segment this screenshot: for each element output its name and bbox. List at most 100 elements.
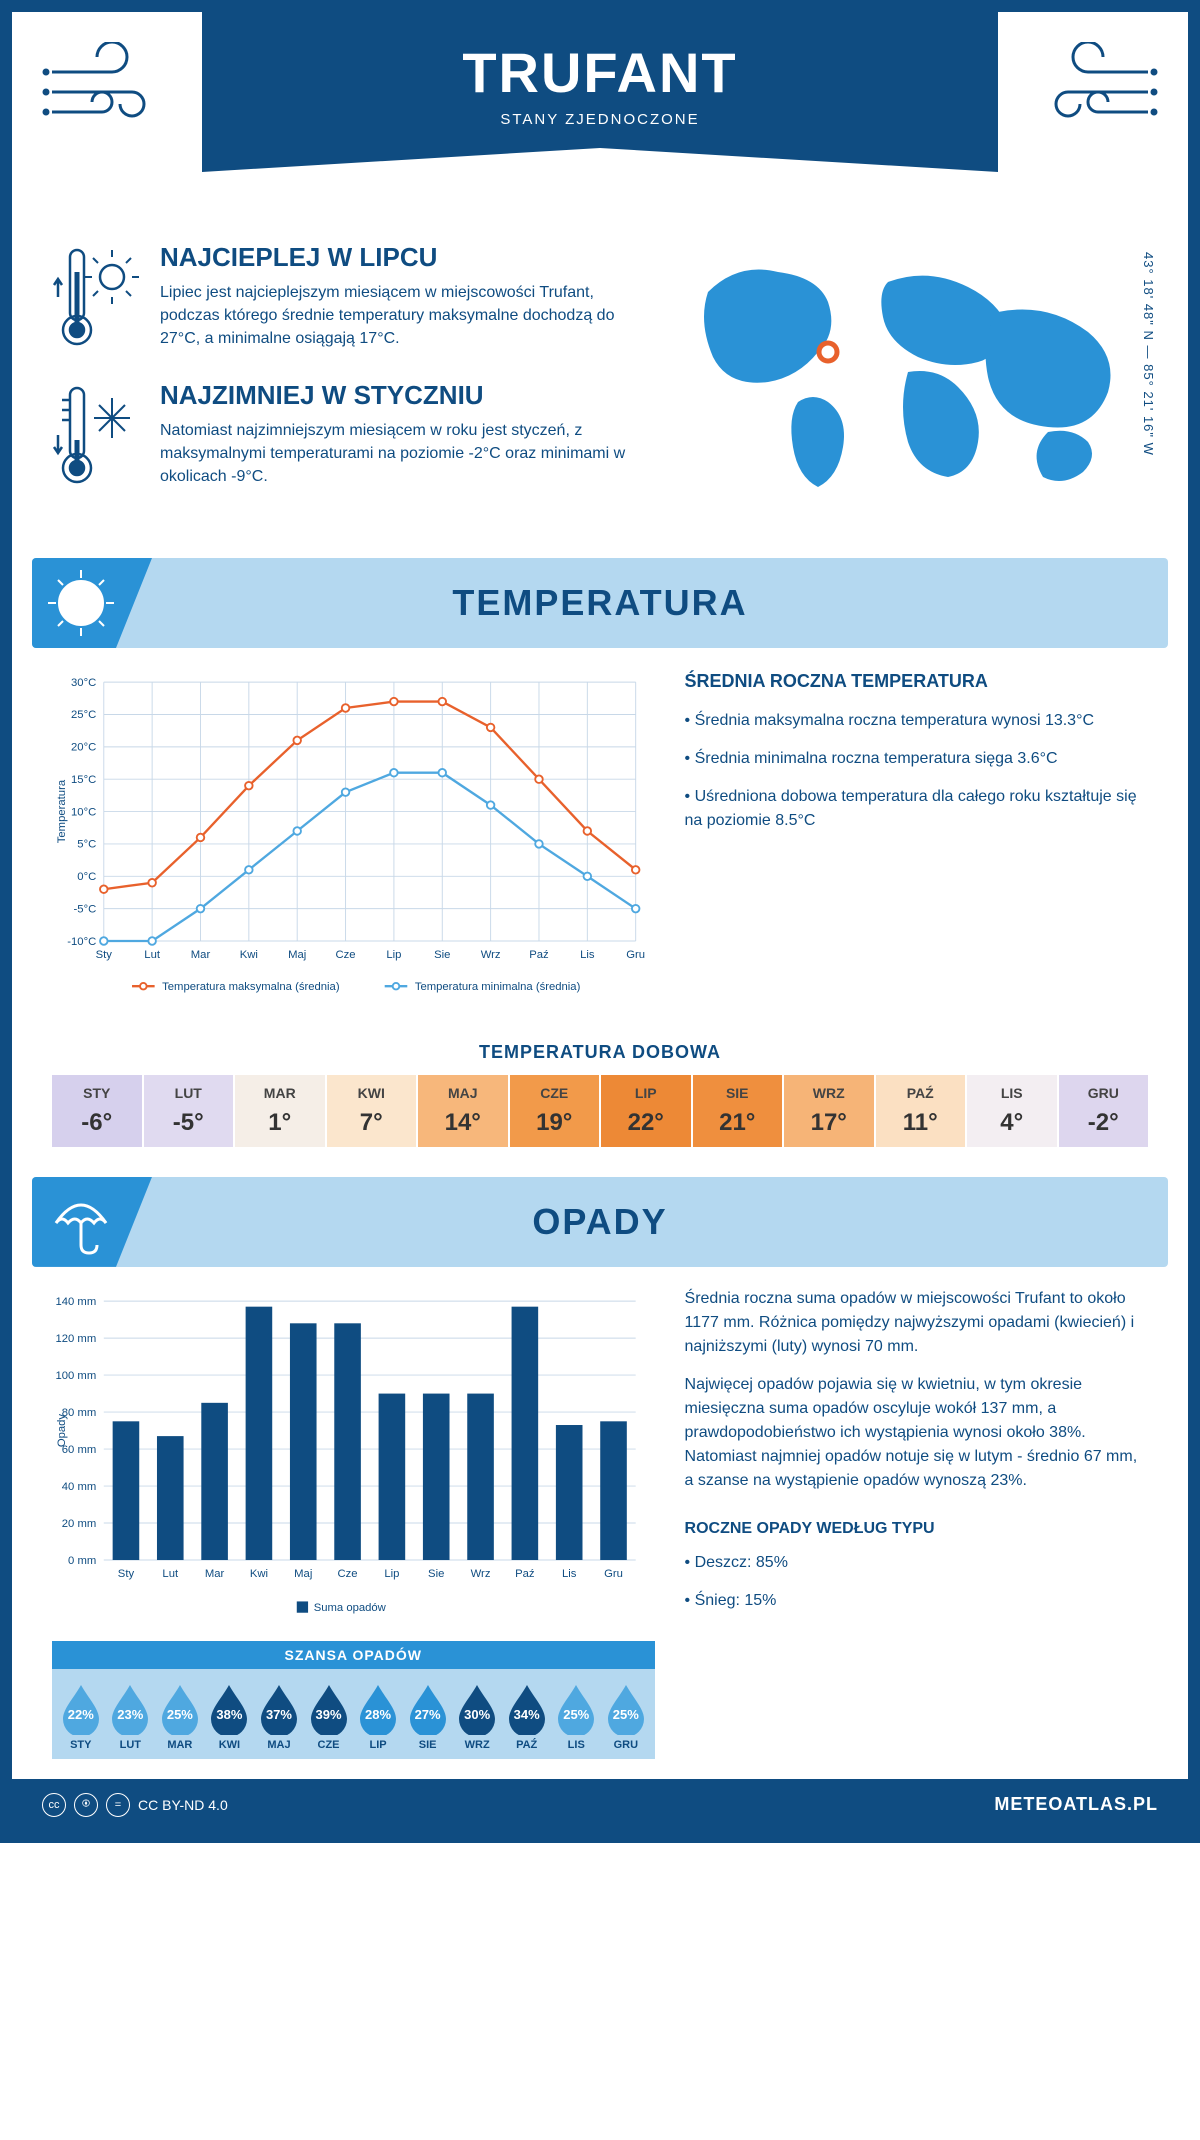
hot-text: Lipiec jest najcieplejszym miesiącem w m… bbox=[160, 281, 638, 351]
precip-type-title: ROCZNE OPADY WEDŁUG TYPU bbox=[685, 1517, 1148, 1541]
title-banner: TRUFANT STANY ZJEDNOCZONE bbox=[202, 12, 998, 172]
chance-month: MAR bbox=[155, 1739, 205, 1751]
daily-value: 1° bbox=[235, 1109, 325, 1137]
drop-icon: 28% bbox=[356, 1681, 400, 1735]
daily-month: LUT bbox=[144, 1085, 234, 1101]
svg-text:Opady: Opady bbox=[56, 1413, 68, 1447]
svg-text:40 mm: 40 mm bbox=[62, 1481, 96, 1493]
hot-block: NAJCIEPLEJ W LIPCU Lipiec jest najcieple… bbox=[52, 242, 638, 352]
daily-month: SIE bbox=[693, 1085, 783, 1101]
svg-text:20°C: 20°C bbox=[71, 742, 96, 754]
daily-cell: STY -6° bbox=[52, 1075, 144, 1147]
coordinates-label: 43° 18' 48" N — 85° 21' 16" W bbox=[1141, 252, 1156, 456]
thermometer-hot-icon bbox=[52, 242, 142, 352]
daily-cell: MAR 1° bbox=[235, 1075, 327, 1147]
chance-cell: 25% GRU bbox=[601, 1681, 651, 1751]
type-bullet: • Śnieg: 15% bbox=[685, 1589, 1148, 1613]
svg-text:Lip: Lip bbox=[386, 949, 401, 961]
chance-cell: 25% LIS bbox=[551, 1681, 601, 1751]
daily-value: 22° bbox=[601, 1109, 691, 1137]
drop-icon: 37% bbox=[257, 1681, 301, 1735]
svg-text:140 mm: 140 mm bbox=[55, 1296, 96, 1308]
chance-month: STY bbox=[56, 1739, 106, 1751]
svg-text:Paź: Paź bbox=[529, 949, 549, 961]
avg-bullet: • Uśredniona dobowa temperatura dla całe… bbox=[685, 785, 1148, 833]
temperature-header: TEMPERATURA bbox=[32, 558, 1168, 648]
precip-chart-area: 0 mm20 mm40 mm60 mm80 mm100 mm120 mm140 … bbox=[52, 1287, 655, 1759]
daily-value: 14° bbox=[418, 1109, 508, 1137]
svg-text:Kwi: Kwi bbox=[240, 949, 258, 961]
chance-cell: 30% WRZ bbox=[452, 1681, 502, 1751]
chance-cell: 28% LIP bbox=[353, 1681, 403, 1751]
daily-month: MAJ bbox=[418, 1085, 508, 1101]
chance-percent: 37% bbox=[257, 1707, 301, 1722]
svg-text:Lip: Lip bbox=[384, 1568, 399, 1580]
chance-percent: 39% bbox=[307, 1707, 351, 1722]
precip-paragraph-2: Najwięcej opadów pojawia się w kwietniu,… bbox=[685, 1373, 1148, 1493]
daily-cell: PAŹ 11° bbox=[876, 1075, 968, 1147]
avg-bullet: • Średnia maksymalna roczna temperatura … bbox=[685, 709, 1148, 733]
map-area: 43° 18' 48" N — 85° 21' 16" W bbox=[668, 242, 1148, 518]
precip-body: 0 mm20 mm40 mm60 mm80 mm100 mm120 mm140 … bbox=[12, 1287, 1188, 1779]
svg-text:30°C: 30°C bbox=[71, 677, 96, 689]
daily-cell: KWI 7° bbox=[327, 1075, 419, 1147]
precip-title: OPADY bbox=[532, 1201, 667, 1243]
svg-text:Temperatura: Temperatura bbox=[56, 779, 68, 843]
chance-cell: 27% SIE bbox=[403, 1681, 453, 1751]
sun-icon bbox=[44, 566, 118, 640]
svg-text:Lis: Lis bbox=[562, 1568, 577, 1580]
daily-month: PAŹ bbox=[876, 1085, 966, 1101]
chance-month: LUT bbox=[106, 1739, 156, 1751]
svg-text:Gru: Gru bbox=[626, 949, 645, 961]
header: TRUFANT STANY ZJEDNOCZONE bbox=[12, 12, 1188, 232]
daily-month: LIS bbox=[967, 1085, 1057, 1101]
chance-cell: 22% STY bbox=[56, 1681, 106, 1751]
chance-month: LIS bbox=[551, 1739, 601, 1751]
svg-text:Lut: Lut bbox=[144, 949, 161, 961]
svg-text:Wrz: Wrz bbox=[481, 949, 501, 961]
by-icon: 🅯 bbox=[74, 1793, 98, 1817]
chance-percent: 38% bbox=[207, 1707, 251, 1722]
daily-value: -5° bbox=[144, 1109, 234, 1137]
daily-value: 7° bbox=[327, 1109, 417, 1137]
chance-percent: 25% bbox=[554, 1707, 598, 1722]
intro-left: NAJCIEPLEJ W LIPCU Lipiec jest najcieple… bbox=[52, 242, 638, 518]
cc-icon: cc bbox=[42, 1793, 66, 1817]
drop-icon: 30% bbox=[455, 1681, 499, 1735]
svg-text:Cze: Cze bbox=[338, 1568, 358, 1580]
daily-month: MAR bbox=[235, 1085, 325, 1101]
chance-cell: 34% PAŹ bbox=[502, 1681, 552, 1751]
svg-text:Sty: Sty bbox=[96, 949, 113, 961]
chance-cell: 38% KWI bbox=[205, 1681, 255, 1751]
chance-percent: 25% bbox=[604, 1707, 648, 1722]
daily-cell: GRU -2° bbox=[1059, 1075, 1149, 1147]
cold-title: NAJZIMNIEJ W STYCZNIU bbox=[160, 380, 638, 411]
svg-text:Sie: Sie bbox=[428, 1568, 444, 1580]
nd-icon: = bbox=[106, 1793, 130, 1817]
footer: cc 🅯 = CC BY-ND 4.0 METEOATLAS.PL bbox=[12, 1779, 1188, 1831]
svg-text:10°C: 10°C bbox=[71, 806, 96, 818]
svg-text:Paź: Paź bbox=[515, 1568, 535, 1580]
chance-percent: 22% bbox=[59, 1707, 103, 1722]
daily-temp-table: STY -6° LUT -5° MAR 1° KWI 7° MAJ 14° CZ… bbox=[52, 1075, 1148, 1147]
daily-cell: LIP 22° bbox=[601, 1075, 693, 1147]
world-map bbox=[668, 242, 1128, 502]
chance-percent: 27% bbox=[406, 1707, 450, 1722]
page-frame: TRUFANT STANY ZJEDNOCZONE bbox=[0, 0, 1200, 1843]
drop-icon: 25% bbox=[554, 1681, 598, 1735]
temperature-avg-text: ŚREDNIA ROCZNA TEMPERATURA • Średnia mak… bbox=[685, 668, 1148, 1012]
daily-month: STY bbox=[52, 1085, 142, 1101]
chance-month: LIP bbox=[353, 1739, 403, 1751]
chance-cell: 39% CZE bbox=[304, 1681, 354, 1751]
daily-temp-title: TEMPERATURA DOBOWA bbox=[12, 1042, 1188, 1063]
chance-cell: 23% LUT bbox=[106, 1681, 156, 1751]
daily-cell: LIS 4° bbox=[967, 1075, 1059, 1147]
svg-text:15°C: 15°C bbox=[71, 774, 96, 786]
svg-text:Maj: Maj bbox=[294, 1568, 312, 1580]
drop-icon: 27% bbox=[406, 1681, 450, 1735]
svg-text:Lis: Lis bbox=[580, 949, 595, 961]
wind-icon-right bbox=[1018, 42, 1158, 142]
precip-text: Średnia roczna suma opadów w miejscowośc… bbox=[685, 1287, 1148, 1759]
drop-icon: 39% bbox=[307, 1681, 351, 1735]
svg-text:Wrz: Wrz bbox=[471, 1568, 491, 1580]
